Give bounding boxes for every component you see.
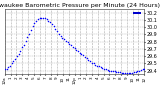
- Point: [35, 21, 37, 22]
- Point: [108, 70, 111, 71]
- Point: [105, 69, 107, 70]
- Point: [64, 40, 67, 42]
- Point: [54, 28, 57, 29]
- Point: [42, 17, 44, 18]
- Point: [113, 71, 116, 72]
- Point: [75, 49, 78, 50]
- Point: [49, 21, 51, 23]
- Legend: : [133, 11, 142, 16]
- Point: [138, 70, 140, 71]
- Point: [66, 42, 69, 43]
- Point: [70, 45, 72, 46]
- Title: Milwaukee Barometric Pressure per Minute (24 Hours): Milwaukee Barometric Pressure per Minute…: [0, 3, 160, 8]
- Point: [7, 66, 10, 68]
- Point: [4, 69, 6, 70]
- Point: [101, 67, 104, 69]
- Point: [73, 48, 76, 49]
- Point: [112, 71, 114, 72]
- Point: [9, 65, 11, 66]
- Point: [77, 50, 79, 52]
- Point: [68, 43, 71, 45]
- Point: [124, 72, 126, 74]
- Point: [141, 69, 144, 70]
- Point: [63, 39, 65, 40]
- Point: [17, 53, 20, 55]
- Point: [98, 66, 100, 67]
- Point: [119, 72, 121, 73]
- Point: [61, 37, 64, 39]
- Point: [115, 72, 118, 73]
- Point: [72, 46, 74, 47]
- Point: [120, 72, 123, 74]
- Point: [21, 47, 24, 48]
- Point: [103, 68, 105, 69]
- Point: [37, 18, 39, 20]
- Point: [92, 63, 95, 64]
- Point: [94, 64, 97, 66]
- Point: [26, 37, 29, 38]
- Point: [99, 66, 102, 68]
- Point: [31, 26, 34, 27]
- Point: [33, 23, 36, 24]
- Point: [87, 59, 90, 61]
- Point: [19, 50, 22, 52]
- Point: [84, 56, 86, 58]
- Point: [126, 72, 128, 74]
- Point: [59, 35, 62, 36]
- Point: [56, 30, 58, 31]
- Point: [140, 69, 142, 71]
- Point: [89, 61, 92, 62]
- Point: [5, 68, 8, 69]
- Point: [10, 63, 13, 64]
- Point: [38, 18, 41, 19]
- Point: [30, 29, 32, 31]
- Point: [132, 72, 135, 73]
- Point: [47, 20, 50, 21]
- Point: [131, 72, 133, 74]
- Point: [80, 53, 83, 55]
- Point: [96, 65, 98, 66]
- Point: [23, 44, 25, 45]
- Point: [122, 72, 125, 74]
- Point: [134, 72, 137, 73]
- Point: [14, 58, 16, 60]
- Point: [78, 52, 81, 53]
- Point: [91, 62, 93, 63]
- Point: [12, 61, 15, 62]
- Point: [51, 23, 53, 25]
- Point: [110, 70, 112, 71]
- Point: [45, 18, 48, 20]
- Point: [85, 58, 88, 59]
- Point: [44, 18, 46, 19]
- Point: [52, 26, 55, 27]
- Point: [127, 72, 130, 74]
- Point: [117, 72, 119, 73]
- Point: [28, 33, 30, 34]
- Point: [24, 40, 27, 42]
- Point: [106, 69, 109, 71]
- Point: [16, 56, 18, 57]
- Point: [136, 71, 139, 72]
- Point: [129, 72, 132, 74]
- Point: [58, 33, 60, 34]
- Point: [143, 68, 146, 69]
- Point: [82, 55, 84, 56]
- Point: [40, 17, 43, 18]
